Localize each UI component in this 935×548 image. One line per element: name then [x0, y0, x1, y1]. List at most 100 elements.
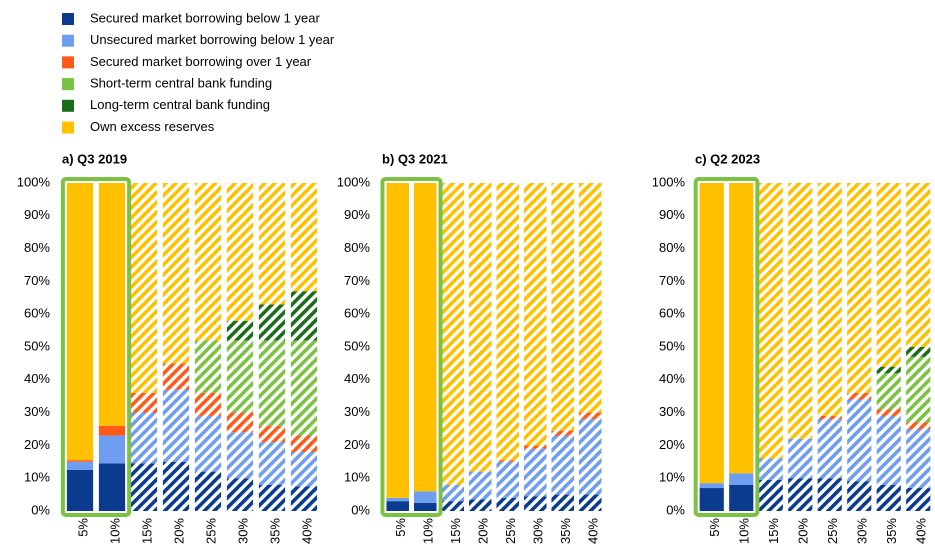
bar-segment [162, 183, 190, 364]
x-tick-label: 15% [766, 518, 781, 544]
x-tick-label: 5% [393, 518, 408, 537]
x-tick-label: 40% [586, 518, 601, 544]
y-tick-label: 60% [24, 306, 50, 321]
bar-segment [130, 412, 158, 464]
x-tick-label: 20% [171, 518, 186, 544]
bar-segment [226, 432, 254, 479]
bar-segment [386, 501, 410, 511]
chart-title: a) Q3 2019 [62, 151, 127, 166]
bar-segment [906, 422, 931, 429]
bar-segment [194, 340, 222, 393]
bar-segment [468, 499, 492, 511]
bar-segment [130, 463, 158, 511]
bar-segment [413, 183, 437, 492]
bar-segment [523, 445, 547, 449]
y-tick-label: 100% [652, 174, 686, 189]
bar-segment [523, 183, 547, 446]
y-tick-label: 10% [344, 470, 370, 485]
bar-segment [290, 451, 318, 487]
bar-segment [817, 415, 842, 420]
bar-segment [788, 478, 813, 511]
bar-segment [66, 470, 94, 511]
x-tick-label: 40% [299, 518, 314, 544]
bar-segment [258, 340, 286, 426]
bar-segment [162, 363, 190, 390]
bar-segment [496, 183, 520, 461]
bar-segment [758, 479, 783, 511]
bar-segment [290, 183, 318, 292]
bar-segment [906, 356, 931, 423]
bar-segment [66, 460, 94, 462]
legend-label: Secured market borrowing over 1 year [90, 54, 312, 69]
y-tick-label: 0% [351, 502, 370, 517]
y-tick-label: 10% [24, 470, 50, 485]
y-tick-label: 30% [24, 404, 50, 419]
legend-label: Unsecured market borrowing below 1 year [90, 32, 335, 47]
bar-segment [413, 491, 437, 503]
bar-segment [496, 461, 520, 498]
bar-segment [258, 183, 286, 305]
bar-segment [226, 340, 254, 413]
x-tick-label: 35% [884, 518, 899, 544]
y-tick-label: 70% [24, 273, 50, 288]
x-tick-label: 25% [503, 518, 518, 544]
legend-swatch [62, 56, 74, 69]
bar-segment [906, 488, 931, 511]
bar-segment [847, 399, 872, 482]
bar-segment [98, 463, 126, 511]
legend-swatch [62, 99, 74, 112]
bar-segment [906, 183, 931, 347]
bar-segment [226, 478, 254, 511]
bar-segment [290, 340, 318, 436]
x-tick-label: 25% [825, 518, 840, 544]
bar-segment [906, 429, 931, 489]
bar-segment [551, 435, 575, 495]
bar-segment [847, 392, 872, 400]
bar-segment [578, 183, 602, 413]
highlight-box [693, 177, 760, 517]
highlight-box [380, 177, 443, 517]
x-tick-label: 35% [558, 518, 573, 544]
bar-segment [194, 183, 222, 341]
bar-segment [386, 183, 410, 498]
bar-segment [729, 484, 754, 511]
y-tick-label: 80% [24, 240, 50, 255]
bar-segment [817, 419, 842, 479]
y-tick-label: 10% [659, 470, 685, 485]
bar-segment [906, 347, 931, 357]
bar-segment [162, 461, 190, 511]
chart-title: c) Q2 2023 [695, 151, 760, 166]
bar-segment [788, 438, 813, 479]
bar-segment [729, 183, 754, 474]
bar-segment [578, 494, 602, 511]
bar-segment [290, 435, 318, 452]
bar-segment [699, 183, 724, 484]
y-tick-label: 0% [666, 502, 685, 517]
legend-label: Secured market borrowing below 1 year [90, 10, 320, 25]
x-tick-label: 10% [737, 518, 752, 544]
y-tick-label: 80% [344, 240, 370, 255]
y-tick-label: 0% [31, 502, 50, 517]
x-tick-label: 10% [107, 518, 122, 544]
y-tick-label: 40% [659, 371, 685, 386]
legend-swatch [62, 13, 74, 25]
x-tick-label: 5% [707, 518, 722, 537]
y-tick-label: 50% [659, 338, 685, 353]
bar-segment [226, 412, 254, 433]
bar-segment [413, 502, 437, 511]
bar-segment [578, 419, 602, 495]
y-tick-label: 100% [17, 174, 51, 189]
y-tick-label: 80% [659, 240, 685, 255]
y-tick-label: 60% [659, 306, 685, 321]
legend-label: Long-term central bank funding [90, 97, 270, 112]
legend-label: Own excess reserves [90, 119, 215, 134]
y-tick-label: 50% [344, 338, 370, 353]
y-tick-label: 70% [344, 273, 370, 288]
x-tick-label: 35% [267, 518, 282, 544]
x-tick-label: 40% [914, 518, 929, 544]
x-tick-label: 20% [796, 518, 811, 544]
y-tick-label: 100% [337, 174, 371, 189]
y-tick-label: 60% [344, 306, 370, 321]
legend-swatch [62, 34, 74, 47]
bar-segment [496, 497, 520, 511]
